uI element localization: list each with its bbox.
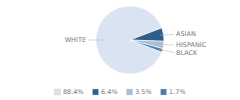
legend-label: 3.5% xyxy=(135,88,152,96)
pie-slice xyxy=(130,40,163,52)
pie-slice xyxy=(130,28,164,41)
legend-swatch xyxy=(161,89,167,95)
slice-labels: ASIANHISPANICBLACKWHITE xyxy=(65,30,207,56)
legend-swatch xyxy=(127,89,133,95)
chart-container: ASIANHISPANICBLACKWHITE88.4%6.4%3.5%1.7% xyxy=(0,0,240,100)
legend-label: 6.4% xyxy=(101,88,118,96)
leader-line xyxy=(160,44,174,46)
legend: 88.4% 6.4% 3.5% 1.7% xyxy=(54,88,185,96)
leader-line xyxy=(88,40,105,41)
legend-label: 1.7% xyxy=(169,88,186,96)
legend-swatch xyxy=(93,89,99,95)
slice-label: BLACK xyxy=(176,49,198,57)
slices xyxy=(96,6,164,74)
slice-label: ASIAN xyxy=(176,30,196,38)
leader-line xyxy=(160,34,174,36)
legend-swatch xyxy=(54,89,60,95)
chart: ASIANHISPANICBLACKWHITE88.4%6.4%3.5%1.7% xyxy=(0,0,240,100)
leader-line xyxy=(159,49,174,52)
legend-label: 88.4% xyxy=(63,88,84,96)
slice-label: WHITE xyxy=(65,36,86,44)
